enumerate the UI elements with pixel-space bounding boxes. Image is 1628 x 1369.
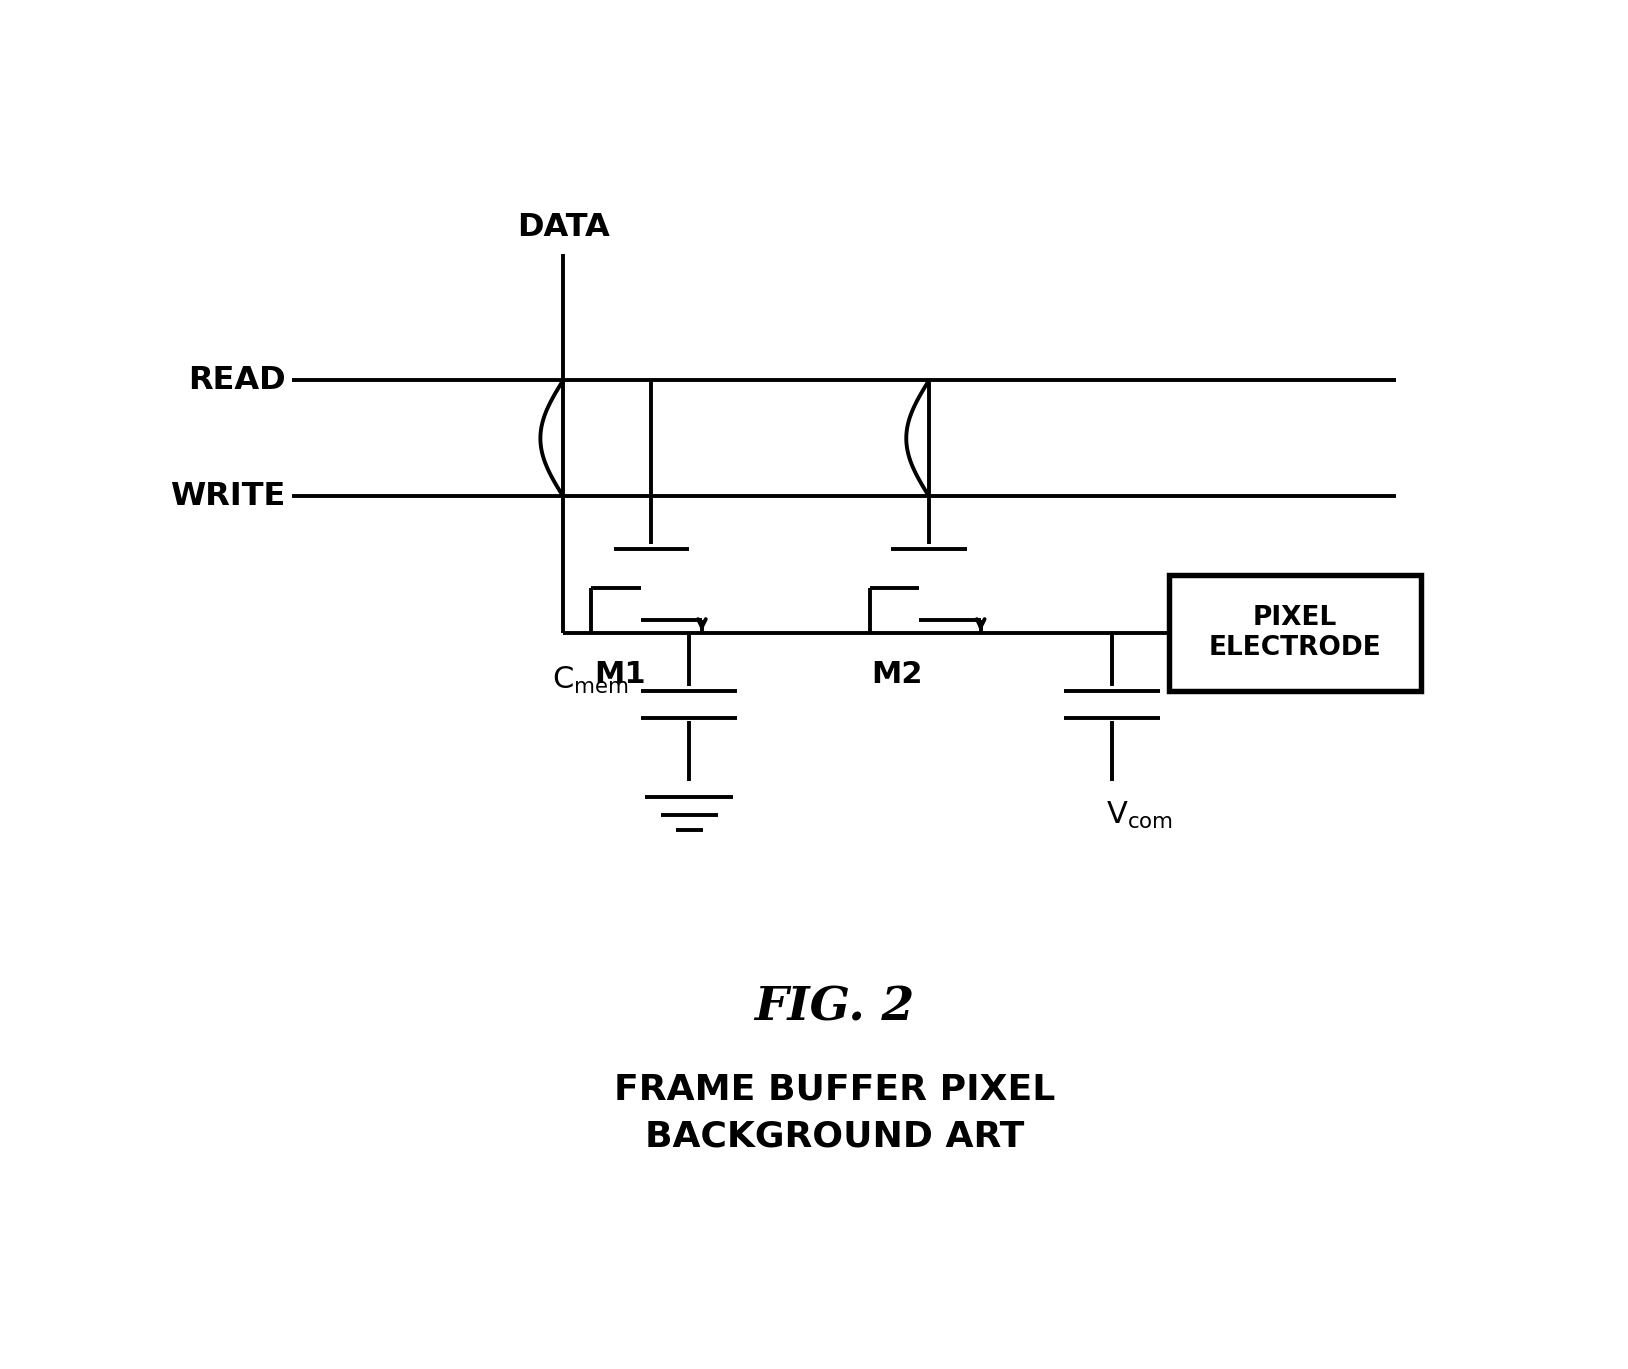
- Text: PIXEL
ELECTRODE: PIXEL ELECTRODE: [1208, 605, 1381, 661]
- Text: FRAME BUFFER PIXEL
BACKGROUND ART: FRAME BUFFER PIXEL BACKGROUND ART: [614, 1072, 1055, 1154]
- Text: WRITE: WRITE: [171, 481, 285, 512]
- Text: DATA: DATA: [516, 212, 609, 244]
- Text: V$_{\mathregular{com}}$: V$_{\mathregular{com}}$: [1105, 799, 1172, 831]
- Text: C$_{\mathregular{mem}}$: C$_{\mathregular{mem}}$: [552, 665, 628, 697]
- Text: READ: READ: [187, 366, 285, 396]
- Bar: [1169, 575, 1421, 691]
- Text: M2: M2: [871, 660, 923, 689]
- Text: C$_{\mathregular{lcd}}$: C$_{\mathregular{lcd}}$: [1172, 665, 1226, 697]
- Text: M1: M1: [594, 660, 646, 689]
- Text: FIG. 2: FIG. 2: [754, 984, 915, 1031]
